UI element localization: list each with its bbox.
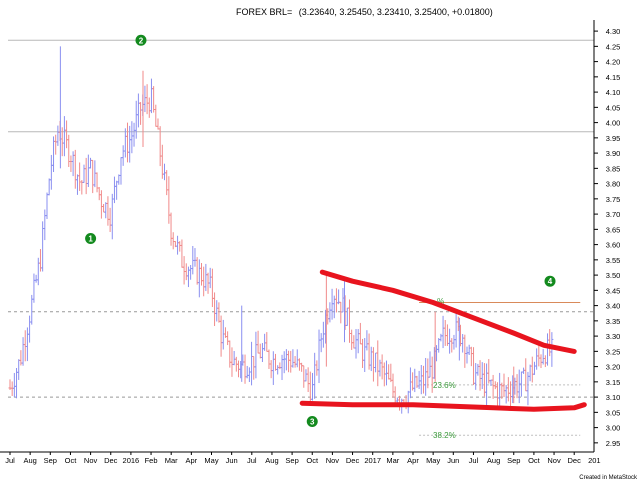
y-tick-label: 3.90 bbox=[606, 149, 621, 158]
y-tick-label: 3.20 bbox=[606, 363, 621, 372]
x-tick-label: Jun bbox=[226, 456, 238, 465]
y-tick-label: 3.25 bbox=[606, 347, 621, 356]
x-tick-label: 201 bbox=[588, 456, 601, 465]
chart-title: FOREX BRL= (3.23640, 3.25450, 3.23410, 3… bbox=[236, 7, 493, 17]
y-tick-label: 3.40 bbox=[606, 302, 621, 311]
y-tick-label: 4.10 bbox=[606, 88, 621, 97]
y-tick-label: 3.85 bbox=[606, 164, 621, 173]
y-tick-label: 3.45 bbox=[606, 286, 621, 295]
y-tick-label: 3.60 bbox=[606, 241, 621, 250]
wave-marker-circle bbox=[306, 416, 318, 427]
x-tick-label: Jul bbox=[5, 456, 15, 465]
x-tick-label: Mar bbox=[386, 456, 399, 465]
y-tick-label: 3.35 bbox=[606, 317, 621, 326]
wave-marker-4: 4 bbox=[544, 275, 556, 287]
y-tick-label: 3.15 bbox=[606, 378, 621, 387]
wave-marker-circle bbox=[85, 233, 97, 244]
x-tick-label: Nov bbox=[547, 456, 561, 465]
x-tick-label: Apr bbox=[407, 456, 419, 465]
y-tick-label: 3.05 bbox=[606, 408, 621, 417]
wave-marker-2: 2 bbox=[135, 34, 147, 46]
x-tick-label: Aug bbox=[265, 456, 278, 465]
x-tick-label: Feb bbox=[145, 456, 158, 465]
wave-marker-label: 3 bbox=[310, 418, 315, 427]
x-tick-label: Oct bbox=[65, 456, 78, 465]
y-tick-label: 3.75 bbox=[606, 195, 621, 204]
y-tick-label: 2.95 bbox=[606, 439, 621, 448]
x-tick-label: May bbox=[204, 456, 218, 465]
x-tick-label: 2016 bbox=[123, 456, 140, 465]
y-tick-label: 3.00 bbox=[606, 424, 621, 433]
y-tick-label: 3.65 bbox=[606, 225, 621, 234]
x-tick-label: May bbox=[426, 456, 440, 465]
x-tick-label: Dec bbox=[104, 456, 118, 465]
x-tick-label: Nov bbox=[326, 456, 340, 465]
wave-marker-label: 1 bbox=[88, 235, 93, 244]
trendlines bbox=[299, 269, 587, 412]
trendline-lower bbox=[299, 400, 587, 412]
y-tick-label: 4.20 bbox=[606, 58, 621, 67]
y-tick-label: 3.95 bbox=[606, 134, 621, 143]
x-tick-label: Sep bbox=[44, 456, 57, 465]
x-tick-label: Jul bbox=[247, 456, 257, 465]
x-tick-label: Oct bbox=[306, 456, 319, 465]
fib-label-top: % bbox=[437, 297, 444, 306]
price-bars bbox=[8, 46, 554, 414]
y-tick-label: 4.30 bbox=[606, 27, 621, 36]
wave-marker-3: 3 bbox=[306, 416, 318, 427]
y-tick-label: 3.55 bbox=[606, 256, 621, 265]
axes: 2.95 3.00 3.05 3.10 3.15 3.20 3.25 3.30 3.35 3.40… bbox=[0, 20, 620, 465]
x-tick-label: Dec bbox=[346, 456, 360, 465]
x-tick-label: Dec bbox=[568, 456, 582, 465]
x-tick-label: Sep bbox=[285, 456, 298, 465]
y-tick-label: 3.30 bbox=[606, 332, 621, 341]
y-tick-label: 3.10 bbox=[606, 393, 621, 402]
x-tick-label: Oct bbox=[528, 456, 541, 465]
wave-marker-circle bbox=[544, 275, 556, 287]
wave-marker-label: 4 bbox=[548, 277, 553, 286]
x-tick-label: Mar bbox=[165, 456, 178, 465]
metastock-credit: Created in MetaStock bbox=[579, 475, 638, 481]
x-tick-label: Jun bbox=[447, 456, 459, 465]
wave-markers: 1 2 3 4 bbox=[85, 34, 556, 427]
x-tick-label: Nov bbox=[84, 456, 98, 465]
wave-marker-1: 1 bbox=[85, 233, 97, 244]
horizontal-reference-lines bbox=[8, 39, 594, 398]
y-tick-label: 3.70 bbox=[606, 210, 621, 219]
y-tick-label: 3.80 bbox=[606, 180, 621, 189]
y-tick-label: 4.25 bbox=[606, 42, 621, 51]
y-tick-label: 4.05 bbox=[606, 103, 621, 112]
y-tick-label: 3.50 bbox=[606, 271, 621, 280]
x-tick-label: 2017 bbox=[364, 456, 381, 465]
trendline-upper bbox=[319, 269, 577, 354]
x-tick-label: Aug bbox=[487, 456, 500, 465]
fib-label-2: 38.2% bbox=[433, 431, 456, 440]
x-tick-label: Aug bbox=[23, 456, 36, 465]
y-tick-label: 4.00 bbox=[606, 119, 621, 128]
y-tick-label: 4.15 bbox=[606, 73, 621, 82]
x-tick-label: Apr bbox=[186, 456, 198, 465]
fib-label-1: 23.6% bbox=[433, 381, 456, 390]
x-tick-label: Jul bbox=[469, 456, 479, 465]
price-bar bbox=[550, 332, 554, 367]
wave-marker-circle bbox=[135, 34, 147, 46]
x-tick-label: Sep bbox=[507, 456, 520, 465]
wave-marker-label: 2 bbox=[139, 36, 144, 45]
